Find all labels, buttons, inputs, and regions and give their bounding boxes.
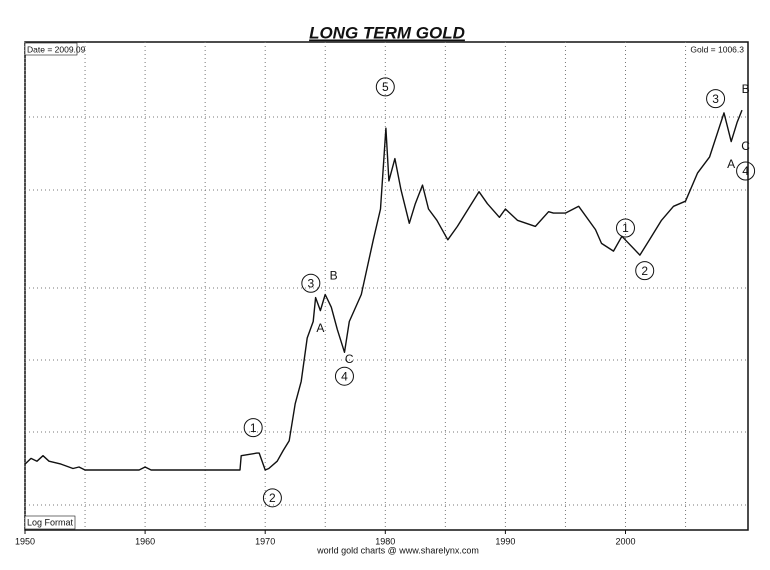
annotation: 1: [250, 421, 257, 435]
annotation: A: [316, 321, 324, 335]
annotation: 3: [712, 92, 719, 106]
x-tick-label: 1980: [375, 536, 395, 546]
annotation: B: [330, 269, 338, 283]
annotation: 3: [307, 276, 314, 290]
date-box: [24, 42, 78, 56]
scale-note: Log Format: [27, 517, 74, 527]
plot-frame: [24, 41, 749, 531]
annotation-circle: [615, 218, 635, 238]
annotation-circle: [375, 77, 395, 97]
source-note: world gold charts @ www.sharelynx.com: [316, 545, 479, 555]
x-tick-label: 1960: [135, 536, 155, 546]
annotation-circle: [301, 273, 321, 293]
annotation-circle: [262, 488, 282, 508]
annotation-circle: [334, 366, 354, 386]
annotation-circle: [736, 161, 756, 181]
annotation: 2: [641, 264, 648, 278]
annotation: 5: [382, 80, 389, 94]
annotation: 2: [269, 491, 276, 505]
annotation: B: [742, 82, 750, 96]
price-label: Gold = 1006.3: [690, 44, 744, 54]
annotation: 4: [341, 369, 348, 383]
horizontal-grid: [25, 116, 748, 506]
annotation: 4: [742, 164, 749, 178]
x-tick-label: 1950: [15, 536, 35, 546]
date-label: Date = 2009.09: [27, 44, 86, 54]
annotation: C: [345, 352, 354, 366]
x-tick-label: 1990: [495, 536, 515, 546]
x-tick-label: 1970: [255, 536, 275, 546]
annotation-circle: [706, 89, 726, 109]
annotation: 1: [622, 221, 629, 235]
annotation: A: [727, 157, 735, 171]
annotation: C: [741, 139, 750, 153]
annotation-circle: [635, 261, 655, 281]
annotation-circle: [243, 418, 263, 438]
chart-title: LONG TERM GOLD: [309, 23, 465, 42]
price-line: [24, 109, 743, 471]
x-tick-label: 2000: [615, 536, 635, 546]
